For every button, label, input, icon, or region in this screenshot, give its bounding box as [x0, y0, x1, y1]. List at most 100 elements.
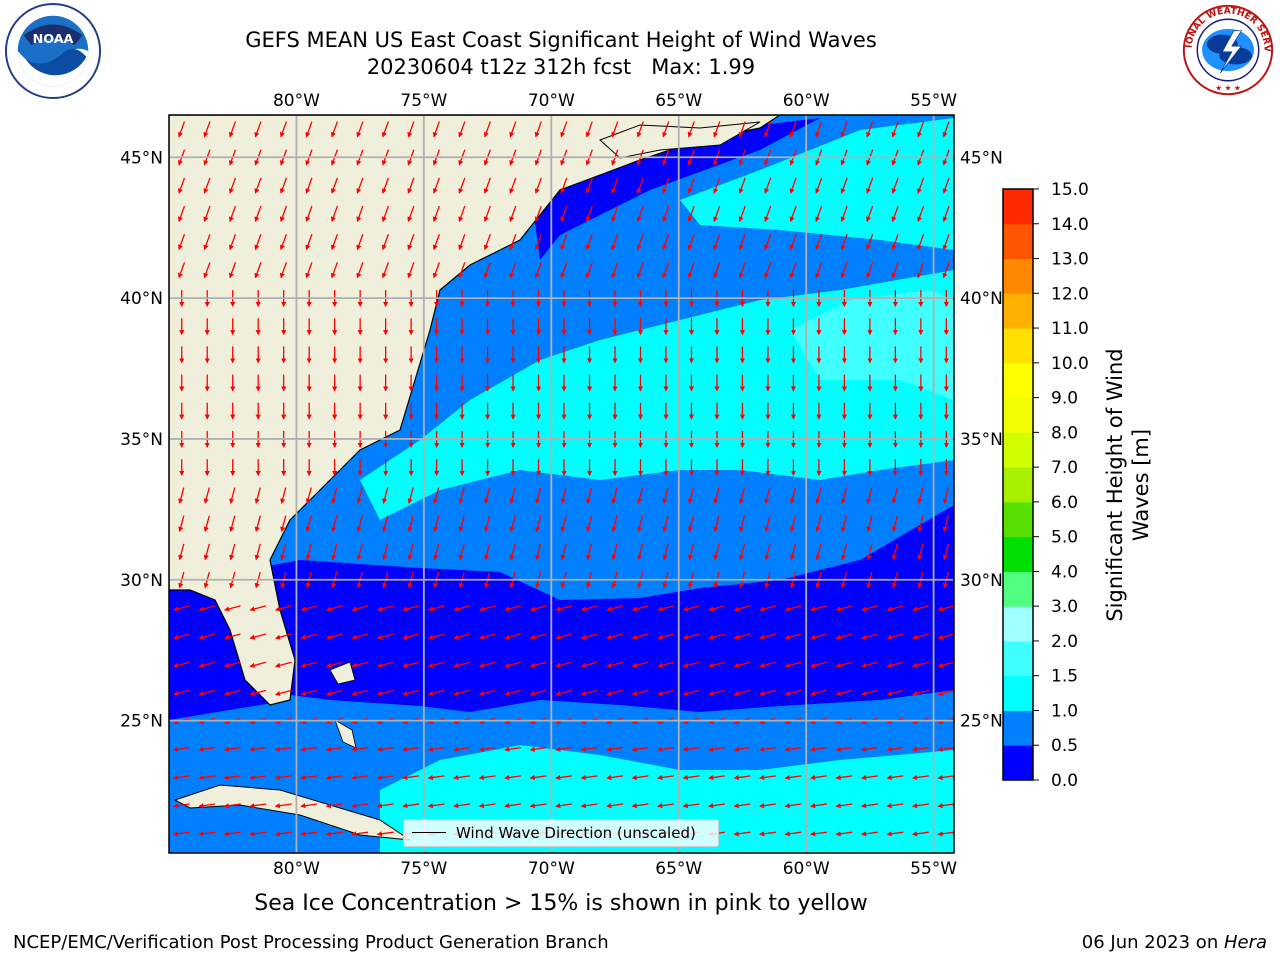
direction-arrow-157: [223, 689, 241, 696]
direction-arrow-776: [203, 121, 211, 138]
direction-arrow-780: [305, 121, 313, 138]
direction-arrow-701: [662, 205, 670, 223]
direction-arrow-211: [810, 661, 827, 668]
north-america-land: [169, 115, 782, 706]
direction-arrow-396: [789, 487, 797, 504]
direction-arrow-625: [305, 262, 313, 279]
noaa-logo-text: NOAA: [33, 32, 74, 47]
direction-arrow-119: [835, 746, 853, 752]
direction-arrow-275: [861, 605, 878, 612]
direction-arrow-334: [789, 543, 797, 561]
lon-label-bottom-3: 65°W: [655, 859, 702, 879]
direction-arrow-684: [228, 205, 237, 223]
direction-arrow-384: [484, 487, 491, 504]
svg-text:★ ★ ★: ★ ★ ★: [1215, 83, 1241, 92]
direction-arrow-312: [229, 543, 236, 561]
direction-arrow-741: [891, 177, 899, 194]
direction-arrow-179: [784, 689, 802, 696]
direction-arrow-114: [708, 746, 725, 752]
direction-arrow-788: [509, 121, 517, 138]
direction-arrow-175: [682, 689, 700, 696]
direction-arrow-728: [560, 177, 568, 194]
direction-arrow-369: [891, 515, 899, 533]
chart-subtitle: 20230604 t12z 312h fcst Max: 1.99: [366, 55, 756, 79]
direction-arrow-784: [407, 121, 415, 138]
direction-arrow-2: [223, 831, 241, 837]
direction-arrow-718: [305, 177, 313, 194]
direction-arrow-664: [509, 234, 517, 251]
direction-arrow-628: [381, 262, 389, 279]
direction-arrow-673: [738, 234, 746, 251]
direction-arrow-84: [733, 774, 751, 781]
direction-arrow-692: [432, 205, 440, 223]
direction-arrow-351: [433, 515, 440, 533]
lon-label-bottom-1: 75°W: [400, 859, 447, 879]
direction-arrow-341: [178, 515, 185, 533]
direction-arrow-708: [840, 205, 848, 223]
direction-arrow-656: [305, 234, 313, 251]
direction-arrow-178: [759, 689, 776, 696]
direction-arrow-696: [534, 205, 542, 223]
noaa-logo-icon: NOAA: [4, 2, 102, 100]
direction-arrow-379: [356, 487, 363, 504]
direction-arrow-184: [912, 689, 929, 696]
direction-arrow-712: [942, 205, 950, 223]
direction-arrow-671: [687, 234, 695, 251]
direction-arrow-254: [325, 605, 343, 612]
direction-arrow-706: [789, 205, 797, 223]
colorbar-tick-label-8: 6.0: [1051, 493, 1078, 513]
lon-label-bottom-5: 55°W: [910, 859, 957, 879]
colorbar-tick-label-0: 0.0: [1051, 771, 1078, 791]
direction-arrow-401: [917, 487, 924, 504]
direction-arrow-343: [229, 515, 236, 533]
direction-arrow-716: [254, 177, 262, 194]
direction-arrow-391: [662, 487, 669, 504]
direction-arrow-723: [432, 177, 440, 194]
direction-arrow-207: [708, 661, 725, 668]
colorbar-label: Significant Height of Wind Waves [m]: [1103, 348, 1153, 622]
map-frame: [168, 114, 955, 854]
direction-arrow-30: [937, 831, 954, 837]
direction-arrow-650: [942, 262, 950, 279]
direction-arrow-26: [835, 831, 853, 837]
direction-arrow-620: [177, 262, 186, 279]
direction-arrow-37: [325, 803, 343, 809]
direction-arrow-79: [606, 774, 624, 781]
direction-arrow-342: [203, 515, 210, 533]
direction-arrow-327: [611, 543, 618, 561]
direction-arrow-804: [917, 121, 925, 138]
colorbar-segment-2: [1003, 675, 1033, 711]
colorbar-tick-label-14: 12.0: [1051, 284, 1089, 304]
direction-arrow-732: [662, 177, 670, 194]
direction-arrow-698: [585, 205, 593, 223]
direction-arrow-372: [178, 487, 185, 504]
bahamas-land: [329, 661, 356, 685]
chart-title: GEFS MEAN US East Coast Significant Heig…: [245, 28, 877, 52]
direction-arrow-320: [433, 543, 440, 561]
direction-arrow-49: [631, 803, 649, 809]
direction-arrow-663: [483, 234, 491, 251]
direction-arrow-365: [789, 515, 797, 533]
direction-arrow-787: [483, 121, 491, 138]
direction-arrow-117: [784, 746, 802, 752]
direction-arrow-725: [483, 177, 491, 194]
direction-arrow-707: [815, 205, 823, 223]
direction-arrow-382: [433, 487, 440, 504]
direction-arrow-346: [305, 515, 312, 533]
direction-arrow-700: [636, 205, 644, 223]
direction-arrow-56: [809, 803, 827, 809]
direction-arrow-731: [636, 177, 644, 194]
direction-arrow-637: [611, 262, 619, 279]
direction-arrow-45: [529, 803, 547, 809]
direction-arrow-402: [942, 487, 950, 504]
direction-arrow-651: [177, 234, 186, 251]
lat-label-right-0: 25°N: [960, 712, 1003, 732]
direction-arrow-739: [840, 177, 848, 194]
direction-arrow-777: [228, 121, 237, 138]
direction-arrow-795: [687, 121, 695, 138]
direction-arrow-176: [708, 689, 725, 696]
direction-arrow-360: [662, 515, 669, 533]
direction-arrow-91: [911, 774, 929, 781]
direction-arrow-29: [911, 831, 929, 837]
direction-arrow-210: [784, 661, 802, 668]
